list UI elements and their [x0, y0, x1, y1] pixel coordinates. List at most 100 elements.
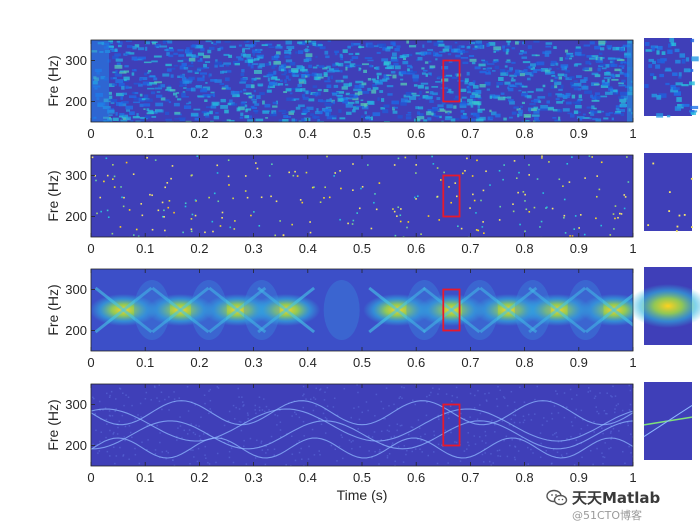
noise-cell [450, 49, 455, 53]
ridge-curve [91, 420, 633, 450]
sparse-point [360, 187, 362, 190]
noise-cell [542, 84, 546, 88]
sparse-point [288, 171, 290, 174]
sparse-point [106, 209, 109, 212]
noise-cell [620, 102, 626, 104]
sparse-point [233, 228, 236, 230]
noise-cell [429, 100, 434, 103]
noise-cell [296, 65, 303, 70]
sparse-point [128, 209, 131, 211]
noise-speck [601, 452, 603, 454]
noise-speck [467, 432, 470, 434]
noise-cell [332, 63, 337, 67]
noise-cell [412, 94, 420, 97]
x-tick-label: 0.6 [407, 355, 425, 370]
noise-cell [133, 101, 141, 104]
sparse-point [600, 224, 603, 227]
noise-speck [116, 433, 119, 435]
noise-speck [451, 400, 453, 403]
noise-cell [495, 113, 501, 118]
noise-cell [505, 60, 511, 63]
noise-cell [530, 66, 535, 71]
noise-cell [165, 118, 172, 121]
noise-cell [567, 112, 573, 115]
noise-cell [609, 60, 614, 64]
noise-cell [228, 54, 233, 58]
noise-cell [116, 40, 121, 43]
noise-cell [558, 76, 563, 80]
noise-cell [600, 56, 605, 59]
noise-cell [188, 76, 195, 80]
noise-cell [556, 101, 564, 104]
sparse-point [512, 203, 514, 205]
noise-cell [295, 88, 303, 92]
noise-cell [143, 61, 152, 64]
sparse-point [519, 223, 521, 226]
y-tick-label: 200 [65, 438, 87, 453]
noise-speck [401, 386, 403, 388]
noise-speck [445, 393, 448, 395]
sparse-point [106, 174, 109, 177]
noise-cell [179, 65, 186, 70]
noise-cell [462, 112, 467, 116]
noise-cell [469, 58, 477, 62]
sparse-point [367, 164, 369, 166]
noise-cell [325, 109, 332, 113]
noise-cell [357, 91, 363, 95]
noise-speck [319, 389, 321, 391]
noise-speck [388, 405, 390, 407]
noise-cell [147, 83, 152, 86]
noise-cell [186, 47, 190, 51]
noise-cell [275, 45, 283, 49]
noise-speck [534, 413, 536, 415]
noise-cell [508, 99, 514, 102]
noise-cell [498, 77, 504, 81]
noise-cell [464, 78, 469, 83]
noise-speck [209, 399, 212, 402]
noise-cell [199, 57, 203, 61]
noise-cell [403, 94, 411, 98]
noise-speck [539, 432, 542, 434]
noise-cell [111, 83, 117, 86]
noise-speck [96, 443, 99, 446]
sparse-point [548, 161, 550, 163]
noise-speck [514, 458, 516, 461]
noise-speck [391, 444, 393, 446]
noise-cell [197, 67, 205, 70]
sparse-point [563, 216, 565, 219]
noise-cell [619, 98, 627, 103]
noise-cell [295, 106, 301, 110]
noise-speck [238, 396, 240, 398]
noise-cell [301, 94, 305, 98]
noise-cell [125, 105, 134, 110]
noise-speck [595, 406, 598, 408]
noise-cell [327, 76, 330, 81]
noise-speck [295, 413, 297, 416]
noise-cell [622, 44, 631, 48]
noise-cell [342, 49, 348, 53]
noise-cell [108, 91, 112, 95]
sparse-point [216, 164, 219, 167]
noise-speck [198, 435, 201, 437]
noise-speck [380, 430, 383, 433]
noise-cell [176, 92, 180, 94]
noise-cell [425, 91, 429, 94]
noise-speck [94, 413, 96, 416]
sparse-point [313, 186, 315, 188]
noise-speck [550, 412, 553, 415]
noise-cell [386, 77, 390, 80]
noise-cell [136, 113, 139, 118]
chirp-line [257, 286, 316, 334]
inset-cell [675, 82, 683, 86]
noise-cell [371, 78, 376, 81]
noise-cell [190, 44, 199, 48]
noise-speck [359, 446, 361, 448]
noise-cell [181, 62, 187, 67]
noise-cell [437, 75, 443, 79]
noise-speck [234, 418, 236, 420]
noise-cell [383, 61, 391, 65]
noise-speck [311, 428, 314, 431]
sparse-point [361, 185, 364, 188]
noise-cell [535, 54, 540, 57]
noise-cell [177, 75, 183, 78]
